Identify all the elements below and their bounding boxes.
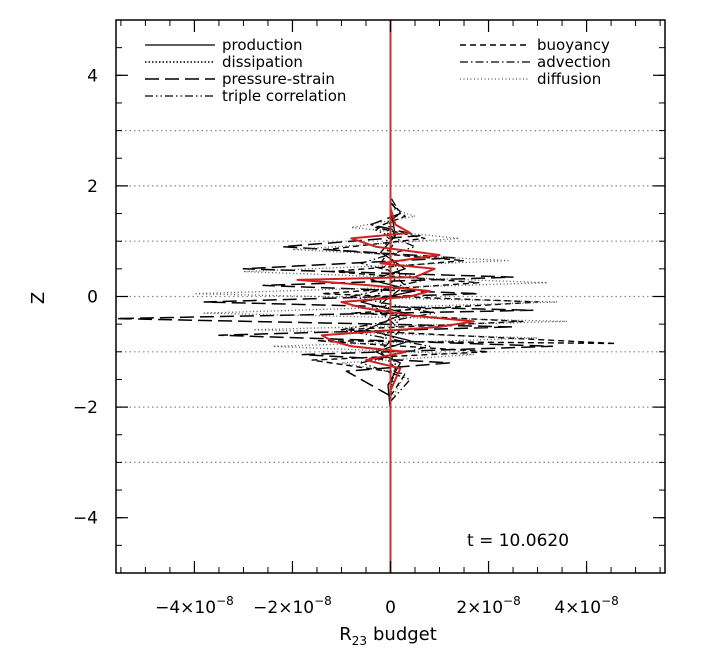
- y-tick-label: 2: [87, 177, 98, 197]
- y-tick-label: −2: [73, 398, 98, 418]
- legend-label: dissipation: [222, 53, 303, 71]
- legend-label: advection: [537, 53, 611, 71]
- series-line-dissipation: [375, 218, 402, 397]
- y-axis-label: Z: [28, 292, 49, 304]
- x-axis-label-subscript: 23: [352, 634, 367, 648]
- y-tick-label: 0: [87, 288, 98, 308]
- y-tick-label: 4: [87, 66, 98, 86]
- series-layer: [115, 20, 617, 573]
- x-tick-label: −4×10−8: [155, 594, 234, 618]
- x-axis-label-symbol: R: [339, 624, 352, 645]
- series-line-diffusion: [193, 207, 568, 402]
- legend-label: triple correlation: [222, 87, 346, 105]
- legend-label: diffusion: [537, 70, 601, 88]
- legend-layer: productiondissipationpressure-straintrip…: [145, 36, 611, 105]
- x-axis-label-text: budget: [373, 624, 437, 645]
- series-line-triple-correlation: [340, 196, 436, 403]
- x-tick-label: 4×10−8: [554, 594, 618, 618]
- series-line-pressure-strain: [115, 202, 554, 397]
- series-line-buoyancy: [311, 201, 617, 397]
- y-tick-label: −4: [73, 509, 98, 529]
- x-tick-label: 2×10−8: [456, 594, 520, 618]
- legend-label: pressure-strain: [222, 70, 335, 88]
- time-annotation: t = 10.0620: [467, 531, 569, 551]
- tick-layer: −4×10−8 −2×10−8 0 2×10−8 4×10−8 −4 −2 0 2 4: [73, 19, 665, 618]
- series-line-red-7: [296, 207, 475, 391]
- legend-label: production: [222, 36, 303, 54]
- x-tick-label: −2×10−8: [253, 594, 332, 618]
- legend-label: buoyancy: [537, 36, 610, 54]
- x-tick-label: 0: [385, 598, 396, 618]
- x-axis-label: R23 budget: [339, 624, 437, 648]
